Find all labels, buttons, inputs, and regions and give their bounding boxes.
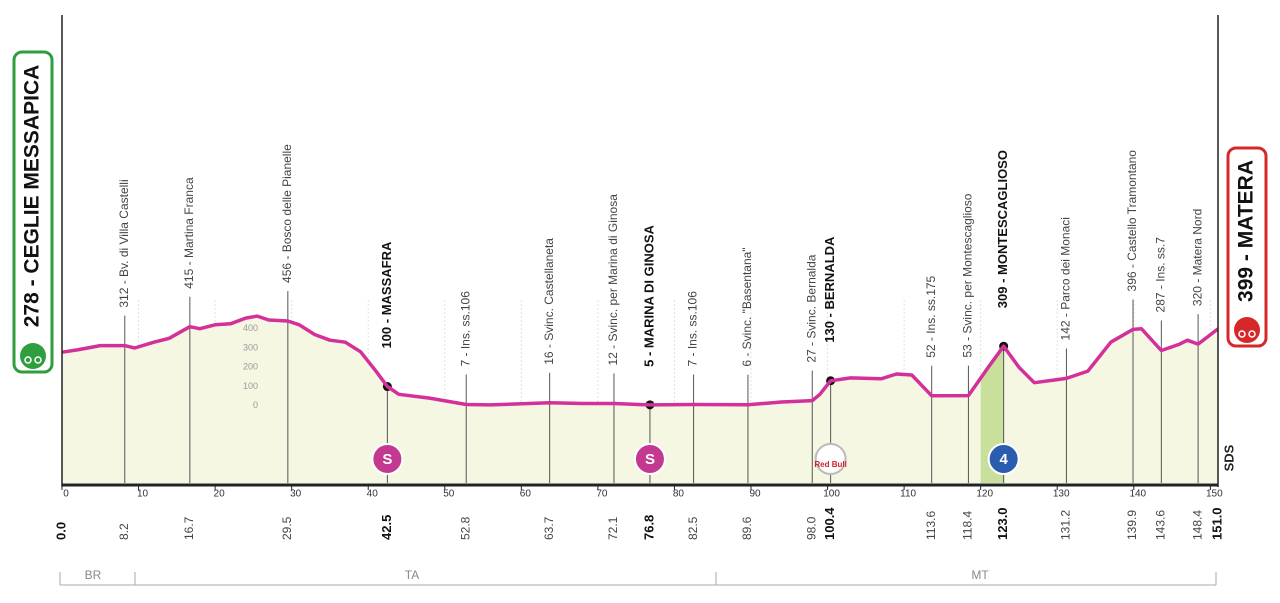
waypoint-label: 415 - Martina Franca (182, 177, 196, 289)
province-label: MT (971, 568, 989, 582)
cyclist-icon (1234, 317, 1260, 343)
km-label: 139.9 (1125, 510, 1139, 540)
km-label: 123.0 (995, 507, 1010, 540)
km-label: 100.4 (822, 507, 837, 540)
km-label: 89.6 (740, 516, 754, 540)
x-tick-label: 150 (1206, 489, 1223, 500)
waypoint-label: 320 - Matera Nord (1190, 209, 1204, 306)
waypoint-label: 312 - Bv. di Villa Castelli (117, 179, 131, 307)
marker-label: S (382, 451, 392, 468)
km-label: 42.5 (379, 515, 394, 540)
km-label: 131.2 (1059, 510, 1073, 540)
x-tick-label: 90 (749, 489, 761, 500)
km-label: 98.0 (804, 516, 818, 540)
province-label: BR (85, 568, 102, 582)
waypoint-label: 396 - Castello Tramontano (1125, 150, 1139, 292)
km-label: 148.4 (1190, 510, 1204, 540)
x-tick-label: 80 (673, 489, 685, 500)
y-tick-label: 100 (243, 381, 258, 391)
waypoint-label: 7 - Ins. ss.106 (686, 291, 700, 367)
x-tick-label: 20 (214, 489, 226, 500)
x-tick-label: 10 (137, 489, 149, 500)
x-tick-label: 50 (443, 489, 455, 500)
y-tick-label: 0 (253, 400, 258, 410)
cyclist-wheel (1248, 330, 1256, 338)
waypoint-label: 12 - Svinc. per Marina di Ginosa (606, 194, 620, 366)
marker (814, 443, 847, 475)
km-label: 113.6 (924, 511, 938, 540)
waypoint-label: 16 - Svinc. Castellaneta (542, 238, 556, 365)
place-label: 278 - CEGLIE MESSAPICA (21, 65, 44, 328)
y-tick-label: 400 (243, 323, 258, 333)
cyclist-wheel (34, 356, 42, 364)
waypoint-label: 53 - Svinc. per Montescaglioso (961, 193, 975, 357)
km-label: 143.6 (1154, 510, 1168, 540)
marker (987, 443, 1020, 475)
marker (371, 443, 404, 475)
y-tick-label: 300 (243, 342, 258, 352)
km-label: 16.7 (182, 516, 196, 540)
y-tick-label: 200 (243, 362, 258, 372)
x-tick-label: 110 (900, 489, 916, 500)
x-tick-label: 30 (290, 489, 302, 500)
cyclist-icon (20, 343, 46, 369)
x-tick-label: 140 (1129, 489, 1146, 500)
marker (633, 443, 666, 475)
waypoint-label: 27 - Svinc. Bernalda (804, 254, 818, 362)
x-tick-label: 60 (520, 489, 532, 500)
marker-label: Red Bull (814, 460, 846, 469)
waypoint-label: 309 - MONTESCAGLIOSO (995, 150, 1010, 308)
waypoint-label: 6 - Svinc. "Basentana" (740, 247, 754, 366)
km-label: 82.5 (686, 516, 700, 540)
x-tick-label: 40 (367, 489, 379, 500)
cyclist-wheel (1238, 330, 1246, 338)
x-tick-label: 120 (976, 489, 993, 500)
km-label: 63.7 (542, 516, 556, 540)
waypoint-label: 7 - Ins. ss.106 (458, 291, 472, 367)
x-tick-label: 130 (1053, 489, 1070, 500)
cyclist-wheel (24, 356, 32, 364)
km-label: 151.0 (1209, 507, 1224, 540)
marker-label: 4 (999, 451, 1008, 468)
profile-line (61, 314, 1220, 407)
km-label: 0.0 (53, 522, 68, 540)
waypoint-label: 100 - MASSAFRA (379, 241, 394, 349)
km-label: 76.8 (641, 515, 656, 540)
waypoint-label: 287 - Ins. ss.7 (1154, 237, 1168, 313)
waypoint-label: 142 - Parco dei Monaci (1059, 217, 1073, 340)
waypoint-label: 456 - Bosco delle Pianelle (280, 144, 294, 283)
sds-label: SDS (1221, 444, 1236, 471)
km-label: 72.1 (606, 516, 620, 540)
x-tick-label: 100 (823, 489, 840, 500)
place-box (1226, 146, 1268, 348)
waypoint-label: 52 - Ins. ss.175 (924, 275, 938, 357)
marker-label: S (645, 451, 655, 468)
x-tick-label: 70 (596, 489, 608, 500)
profile-area (62, 316, 1218, 483)
km-label: 52.8 (458, 516, 472, 540)
x-tick-label: 0 (63, 489, 69, 500)
province-bar (59, 572, 1217, 586)
waypoint-label: 130 - BERNALDA (822, 236, 837, 343)
km-label: 8.2 (117, 523, 131, 540)
province-label: TA (405, 568, 419, 582)
km-label: 29.5 (280, 516, 294, 540)
km-label: 118.4 (961, 511, 975, 540)
place-box (12, 50, 54, 374)
place-label: 399 - MATERA (1235, 160, 1258, 302)
waypoint-label: 5 - MARINA DI GINOSA (641, 224, 656, 366)
